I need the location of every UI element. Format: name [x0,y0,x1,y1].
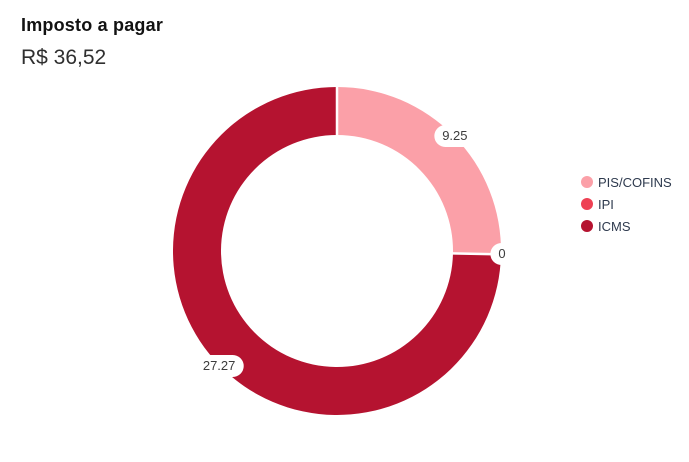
data-label-icms: 27.27 [194,355,244,378]
legend-dot-pis-cofins [581,176,593,188]
chart-legend: PIS/COFINS IPI ICMS [581,173,672,235]
legend-item-ipi[interactable]: IPI [581,195,672,213]
legend-label: IPI [598,196,614,212]
legend-dot-ipi [581,198,593,210]
chart-title: Imposto a pagar [21,15,164,35]
data-label-ipi: 0 [490,243,514,266]
data-label-pis-cofins: 9.25 [434,124,476,147]
legend-label: PIS/COFINS [598,174,672,190]
legend-dot-icms [581,220,593,232]
legend-item-icms[interactable]: ICMS [581,217,672,235]
chart-subtitle-value: R$ 36,52 [21,46,107,69]
legend-label: ICMS [598,218,631,234]
legend-item-pis-cofins[interactable]: PIS/COFINS [581,173,672,191]
pie-slice-pis-cofins[interactable] [337,87,501,255]
